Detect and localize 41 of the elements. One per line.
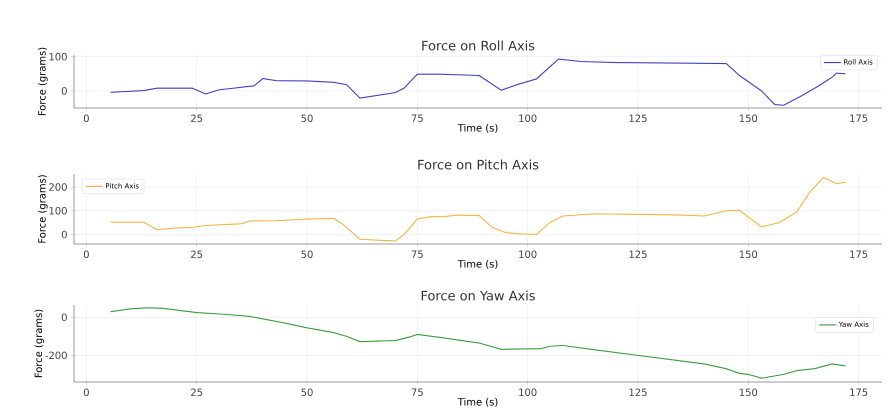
x-tick-label: 175 bbox=[850, 114, 868, 122]
chart-title: Force on Yaw Axis bbox=[422, 290, 535, 301]
x-tick-label: 175 bbox=[850, 250, 868, 258]
y-tick-label: 100 bbox=[50, 207, 67, 215]
x-tick-label: 25 bbox=[191, 388, 202, 396]
y-tick-label: 0 bbox=[62, 87, 67, 95]
line-series bbox=[110, 58, 846, 106]
x-tick-label: 75 bbox=[412, 250, 423, 258]
x-tick-label: 100 bbox=[519, 250, 536, 258]
x-tick-label: 125 bbox=[630, 250, 647, 258]
x-tick-label: 150 bbox=[740, 114, 758, 122]
x-tick-label: 50 bbox=[301, 114, 313, 122]
y-tick-label: 0 bbox=[62, 314, 67, 322]
x-tick-label: 0 bbox=[84, 250, 89, 258]
x-tick-label: 25 bbox=[191, 114, 202, 122]
y-tick-label: -200 bbox=[45, 352, 67, 360]
x-tick-label: 125 bbox=[630, 114, 647, 122]
x-axis-title: Time (s) bbox=[458, 124, 498, 133]
x-tick-label: 150 bbox=[740, 250, 758, 258]
x-tick-label: 50 bbox=[301, 250, 313, 258]
x-tick-label: 175 bbox=[850, 388, 868, 396]
y-tick-label: 0 bbox=[62, 230, 67, 238]
x-tick-label: 125 bbox=[630, 388, 647, 396]
y-axis-title: Force (grams) bbox=[38, 48, 48, 116]
x-axis-title: Time (s) bbox=[458, 260, 498, 269]
x-axis-title: Time (s) bbox=[458, 398, 498, 407]
x-tick-label: 100 bbox=[519, 114, 536, 122]
chart-title: Force on Roll Axis bbox=[422, 40, 534, 51]
x-tick-label: 25 bbox=[191, 250, 202, 258]
x-tick-label: 100 bbox=[519, 388, 536, 396]
x-tick-label: 0 bbox=[84, 114, 89, 122]
x-tick-label: 75 bbox=[412, 114, 423, 122]
y-axis-title: Force (grams) bbox=[34, 310, 44, 378]
y-axis-title: Force (grams) bbox=[38, 175, 48, 243]
chart-title: Force on Pitch Axis bbox=[418, 159, 538, 170]
x-tick-label: 75 bbox=[412, 388, 423, 396]
x-tick-label: 0 bbox=[84, 388, 89, 396]
x-tick-label: 150 bbox=[740, 388, 758, 396]
x-tick-label: 50 bbox=[301, 388, 313, 396]
y-tick-label: 200 bbox=[49, 183, 67, 191]
y-tick-label: 100 bbox=[50, 52, 67, 60]
